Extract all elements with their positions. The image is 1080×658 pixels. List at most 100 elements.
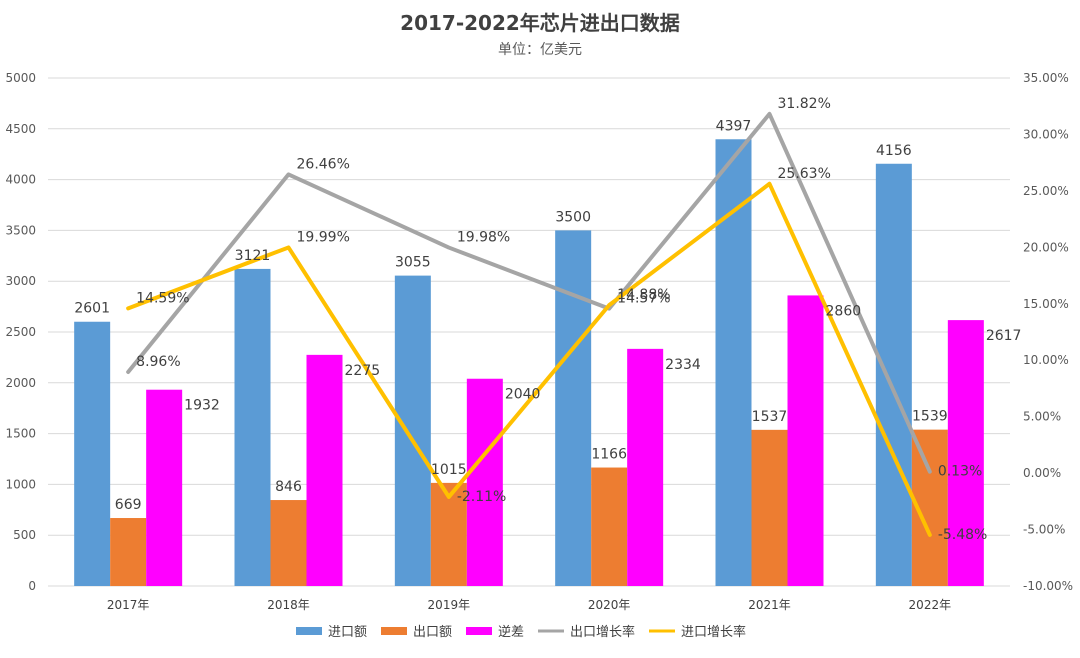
- y2-tick-label: 10.00%: [1023, 353, 1069, 367]
- bar-逆差: [627, 348, 664, 586]
- y2-tick-label: 25.00%: [1023, 184, 1069, 198]
- data-label-逆差: 2040: [505, 387, 541, 403]
- data-label-出口增长率: 0.13%: [938, 464, 982, 480]
- legend-label: 进口增长率: [681, 624, 746, 640]
- point-进口增长率: [287, 245, 290, 249]
- legend-swatch: [381, 627, 407, 635]
- data-label-进口增长率: -5.48%: [938, 527, 988, 543]
- y2-tick-label: -5.00%: [1023, 523, 1065, 537]
- bar-逆差: [466, 378, 503, 586]
- data-label-进口额: 4156: [876, 143, 912, 159]
- point-出口增长率: [928, 470, 932, 474]
- point-进口增长率: [607, 303, 611, 307]
- data-label-进口增长率: 14.88%: [617, 287, 670, 303]
- x-tick-label: 2020年: [588, 598, 631, 612]
- point-进口增长率: [928, 533, 932, 537]
- legend-swatch: [466, 627, 492, 635]
- bar-进口额: [74, 321, 111, 586]
- data-label-出口额: 1015: [431, 462, 467, 478]
- data-label-出口额: 1166: [591, 447, 627, 463]
- data-label-逆差: 1932: [184, 398, 220, 414]
- x-axis: 2017年 2018年 2019年 2020年 2021年 2022年: [107, 598, 951, 612]
- y-tick-label: 4500: [5, 122, 36, 136]
- bar-逆差: [146, 389, 183, 586]
- y-tick-label: 500: [13, 528, 36, 542]
- y2-tick-label: 15.00%: [1023, 297, 1069, 311]
- data-label-进口增长率: 19.99%: [297, 229, 350, 245]
- y-tick-label: 2500: [5, 325, 36, 339]
- y-axis-right: -10.00% -5.00% 0.00% 5.00% 10.00% 15.00% 20.00…: [1023, 71, 1073, 593]
- data-label-出口增长率: 26.46%: [297, 156, 350, 172]
- y-tick-label: 3000: [5, 274, 36, 288]
- x-tick-label: 2018年: [267, 598, 310, 612]
- bar-出口额: [751, 429, 788, 586]
- bar-逆差: [787, 295, 824, 586]
- x-tick-label: 2019年: [428, 598, 471, 612]
- data-label-进口额: 4397: [716, 118, 752, 134]
- lines: [126, 111, 932, 537]
- y2-tick-label: 20.00%: [1023, 240, 1069, 254]
- legend: 进口额 出口额 逆差 出口增长率 进口增长率: [296, 624, 746, 640]
- bar-进口额: [875, 163, 912, 586]
- data-label-出口额: 1537: [752, 409, 788, 425]
- data-label-进口增长率: -2.11%: [457, 489, 507, 505]
- legend-swatch: [296, 627, 322, 635]
- point-出口增长率: [447, 246, 451, 250]
- bar-进口额: [715, 139, 752, 586]
- x-tick-label: 2022年: [909, 598, 952, 612]
- data-label-出口额: 846: [275, 479, 302, 495]
- bar-逆差: [947, 320, 984, 586]
- gridlines: [48, 77, 1010, 587]
- bars: [74, 139, 984, 586]
- y2-tick-label: 30.00%: [1023, 127, 1069, 141]
- legend-label: 进口额: [328, 625, 367, 640]
- data-label-进口增长率: 14.59%: [136, 290, 189, 306]
- data-label-进口额: 3500: [555, 209, 591, 225]
- legend-label: 逆差: [498, 624, 524, 640]
- data-label-出口增长率: 8.96%: [136, 354, 180, 370]
- y-tick-label: 5000: [5, 71, 36, 85]
- x-tick-label: 2017年: [107, 598, 150, 612]
- y2-tick-label: 0.00%: [1023, 466, 1061, 480]
- data-label-出口增长率: 31.82%: [778, 96, 831, 112]
- data-label-进口增长率: 25.63%: [778, 166, 831, 182]
- x-tick-label: 2021年: [748, 598, 791, 612]
- data-label-进口额: 3055: [395, 255, 431, 271]
- bar-出口额: [270, 500, 307, 586]
- data-label-出口额: 669: [115, 497, 142, 513]
- y2-tick-label: 35.00%: [1023, 71, 1069, 85]
- y-tick-label: 0: [28, 579, 36, 593]
- y-tick-label: 2000: [5, 376, 36, 390]
- bar-出口额: [110, 518, 147, 586]
- point-出口增长率: [126, 370, 130, 374]
- line-出口增长率: [126, 111, 932, 474]
- point-进口增长率: [768, 182, 771, 186]
- point-进口增长率: [126, 306, 130, 310]
- y2-tick-label: 5.00%: [1023, 410, 1061, 424]
- bar-出口额: [591, 467, 628, 586]
- data-label-进口额: 2601: [74, 301, 110, 317]
- y-tick-label: 1000: [5, 477, 36, 491]
- legend-label: 出口额: [413, 625, 452, 640]
- point-进口增长率: [447, 495, 451, 499]
- y-tick-label: 1500: [5, 427, 36, 441]
- data-label-出口增长率: 14.57%: [617, 291, 670, 307]
- data-label-逆差: 2275: [345, 363, 381, 379]
- bar-出口额: [430, 482, 467, 586]
- bar-进口额: [555, 230, 592, 586]
- data-label-进口额: 3121: [235, 248, 271, 264]
- data-label-逆差: 2860: [826, 303, 862, 319]
- y-tick-label: 3500: [5, 223, 36, 237]
- bar-进口额: [234, 268, 271, 586]
- chart-title: 2017-2022年芯片进出口数据: [400, 11, 680, 35]
- point-出口增长率: [768, 112, 771, 116]
- data-label-逆差: 2334: [665, 357, 701, 373]
- bar-进口额: [394, 275, 431, 586]
- line-进口增长率: [126, 181, 932, 537]
- data-label-出口增长率: 19.98%: [457, 230, 510, 246]
- bar-逆差: [306, 354, 343, 586]
- chart-subtitle: 单位：亿美元: [498, 42, 582, 58]
- y-axis-left: 0 500 1000 1500 2000 2500 3000 3500 4000 4500 5000: [5, 71, 36, 593]
- y2-tick-label: -10.00%: [1023, 579, 1073, 593]
